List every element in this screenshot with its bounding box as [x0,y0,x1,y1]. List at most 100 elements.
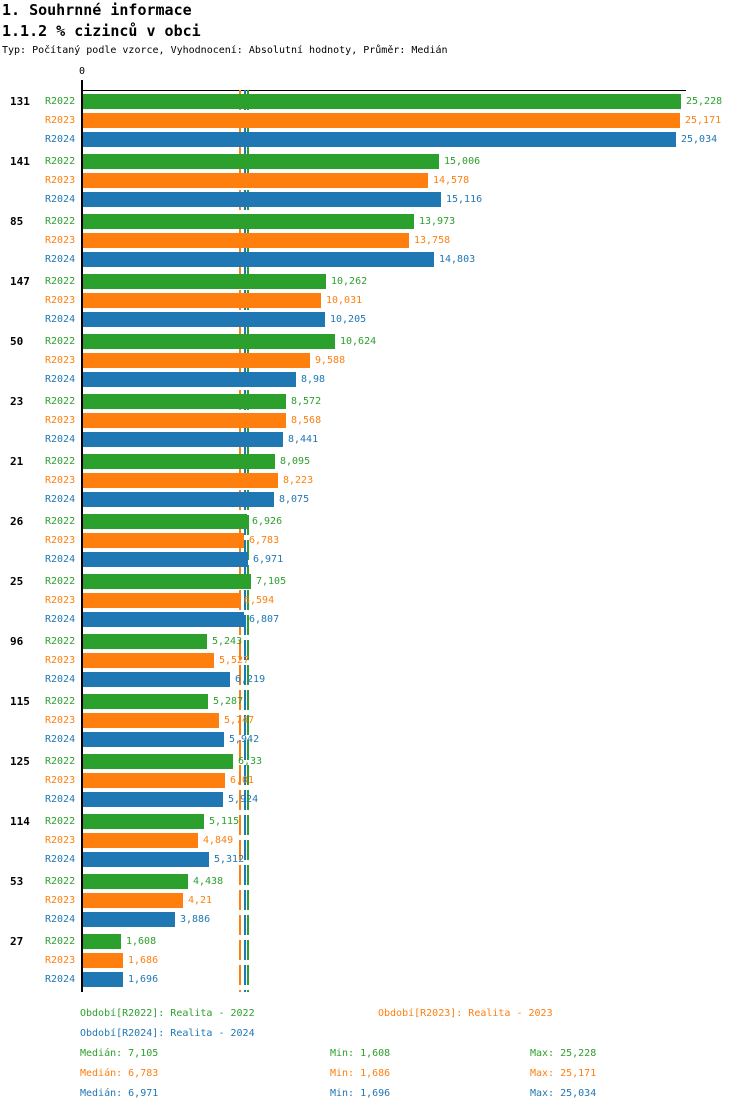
value-label: 8,095 [280,456,311,467]
series-label: R2023 [45,835,76,846]
bar-group: 96 R2022 5,243 R2023 5,527 R2024 6,219 [0,634,750,694]
value-label: 5,942 [229,734,260,745]
series-label: R2024 [45,134,76,145]
bar [83,353,310,368]
category-label: 141 [10,155,30,168]
value-label: 14,803 [439,254,476,265]
value-label: 8,572 [291,396,322,407]
bar [83,233,409,248]
value-label: 4,438 [193,876,224,887]
series-label: R2024 [45,494,76,505]
series-label: R2022 [45,936,76,947]
series-label: R2023 [45,115,76,126]
series-label: R2022 [45,816,76,827]
bar-group: 50 R2022 10,624 R2023 9,588 R2024 8,98 [0,334,750,394]
bar-group: 85 R2022 13,973 R2023 13,758 R2024 14,803 [0,214,750,274]
series-label: R2023 [45,655,76,666]
bar [83,113,680,128]
legend-item-r2024: Období[R2024]: Realita - 2024 [80,1028,255,1039]
category-label: 115 [10,695,30,708]
bar [83,972,123,987]
bar [83,514,247,529]
category-label: 27 [10,935,24,948]
bar-group: 131 R2022 25,228 R2023 25,171 R2024 25,034 [0,94,750,154]
legend-item-r2023: Období[R2023]: Realita - 2023 [378,1008,553,1019]
bar [83,574,251,589]
min-stat-r2024: Min: 1,696 [330,1088,391,1099]
bar-group: 125 R2022 6,33 R2023 6,01 R2024 5,924 [0,754,750,814]
series-label: R2023 [45,175,76,186]
value-label: 6,971 [253,554,284,565]
value-label: 1,696 [128,974,159,985]
value-label: 5,312 [214,854,245,865]
value-label: 8,441 [288,434,319,445]
value-label: 6,33 [238,756,263,767]
value-label: 4,21 [188,895,213,906]
bar [83,893,183,908]
category-label: 26 [10,515,24,528]
series-label: R2022 [45,756,76,767]
series-label: R2023 [45,295,76,306]
series-label: R2024 [45,854,76,865]
bar [83,252,434,267]
value-label: 14,578 [433,175,470,186]
series-label: R2024 [45,794,76,805]
bar [83,432,283,447]
value-label: 8,223 [283,475,314,486]
value-label: 4,849 [203,835,234,846]
bar [83,653,214,668]
value-label: 8,075 [279,494,310,505]
bar [83,754,233,769]
bar [83,773,225,788]
bar [83,154,439,169]
bar-group: 53 R2022 4,438 R2023 4,21 R2024 3,886 [0,874,750,934]
series-label: R2022 [45,456,76,467]
value-label: 9,588 [315,355,346,366]
y-axis-line [81,80,83,992]
category-label: 25 [10,575,24,588]
series-label: R2024 [45,314,76,325]
bar [83,413,286,428]
series-label: R2023 [45,535,76,546]
bar-group: 115 R2022 5,287 R2023 5,747 R2024 5,942 [0,694,750,754]
series-label: R2022 [45,696,76,707]
series-label: R2024 [45,614,76,625]
value-label: 5,747 [224,715,255,726]
bar [83,732,224,747]
median-stat-r2022: Medián: 7,105 [80,1048,159,1059]
bar-group: 25 R2022 7,105 R2023 6,594 R2024 6,807 [0,574,750,634]
value-label: 6,783 [249,535,280,546]
value-label: 3,886 [180,914,211,925]
min-stat-r2022: Min: 1,608 [330,1048,391,1059]
value-label: 6,01 [230,775,255,786]
series-label: R2023 [45,775,76,786]
value-label: 10,262 [331,276,368,287]
value-label: 8,98 [301,374,326,385]
value-label: 13,758 [414,235,451,246]
series-label: R2023 [45,415,76,426]
value-label: 5,287 [213,696,244,707]
bar [83,694,208,709]
series-label: R2022 [45,576,76,587]
category-label: 21 [10,455,24,468]
bar [83,672,230,687]
series-label: R2022 [45,396,76,407]
series-label: R2023 [45,235,76,246]
bar [83,552,248,567]
max-stat-r2023: Max: 25,171 [530,1068,597,1079]
bar [83,454,275,469]
series-label: R2023 [45,475,76,486]
value-label: 8,568 [291,415,322,426]
value-label: 25,171 [685,115,722,126]
series-label: R2024 [45,974,76,985]
value-label: 10,624 [340,336,377,347]
bar [83,612,244,627]
series-label: R2023 [45,715,76,726]
value-label: 10,031 [326,295,363,306]
bar [83,814,204,829]
bar-chart: 0 131 R2022 25,228 R2023 25,171 R2024 25,034 14… [0,66,750,992]
value-label: 7,105 [256,576,287,587]
value-label: 6,594 [244,595,275,606]
series-label: R2022 [45,876,76,887]
value-label: 25,034 [681,134,718,145]
